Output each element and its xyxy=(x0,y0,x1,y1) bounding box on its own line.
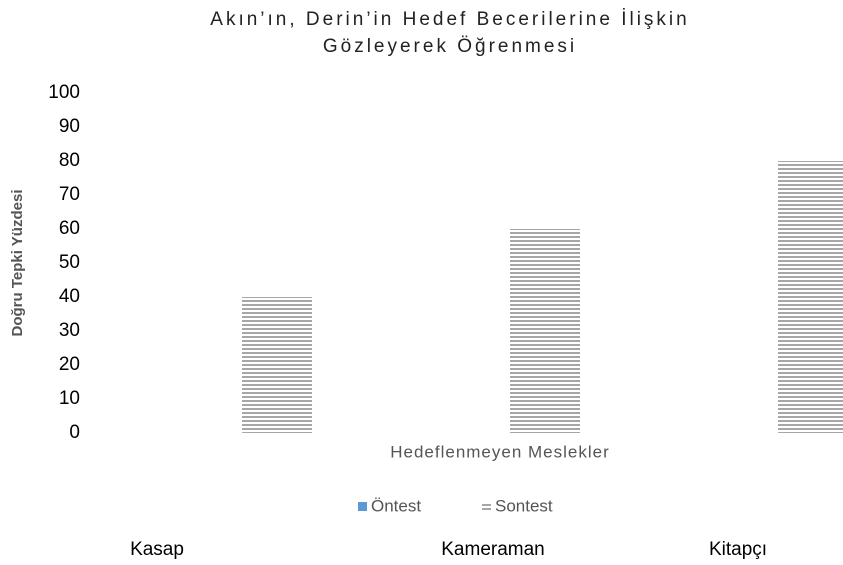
x-axis-label: Hedeflenmeyen Meslekler xyxy=(390,442,610,461)
y-axis-label: Doğru Tepki Yüzdesi xyxy=(9,190,26,337)
y-tick-label: 70 xyxy=(59,184,80,205)
y-tick-label: 60 xyxy=(59,218,80,239)
bar xyxy=(510,229,580,433)
x-tick-label: Kitapçı xyxy=(709,539,767,560)
legend-label: Öntest xyxy=(371,496,421,515)
chart-title: Gözleyerek Öğrenmesi xyxy=(323,36,577,57)
bar xyxy=(242,297,312,433)
x-tick-label: Kameraman xyxy=(441,539,545,560)
y-tick-label: 0 xyxy=(69,422,80,443)
y-tick-label: 40 xyxy=(59,286,80,307)
y-tick-label: 80 xyxy=(59,150,80,171)
y-tick-label: 90 xyxy=(59,116,80,137)
chart-title: Akın’ın, Derin’in Hedef Becerilerine İli… xyxy=(210,9,689,30)
x-tick-label: Kasap xyxy=(130,539,184,560)
legend-label: Sontest xyxy=(495,496,553,515)
y-tick-label: 20 xyxy=(59,354,80,375)
bar xyxy=(778,161,843,433)
y-tick-label: 10 xyxy=(59,388,80,409)
legend-swatch xyxy=(482,502,491,511)
legend-swatch xyxy=(358,502,367,511)
y-tick-label: 50 xyxy=(59,252,80,273)
y-tick-label: 30 xyxy=(59,320,80,341)
y-tick-label: 100 xyxy=(48,82,80,103)
